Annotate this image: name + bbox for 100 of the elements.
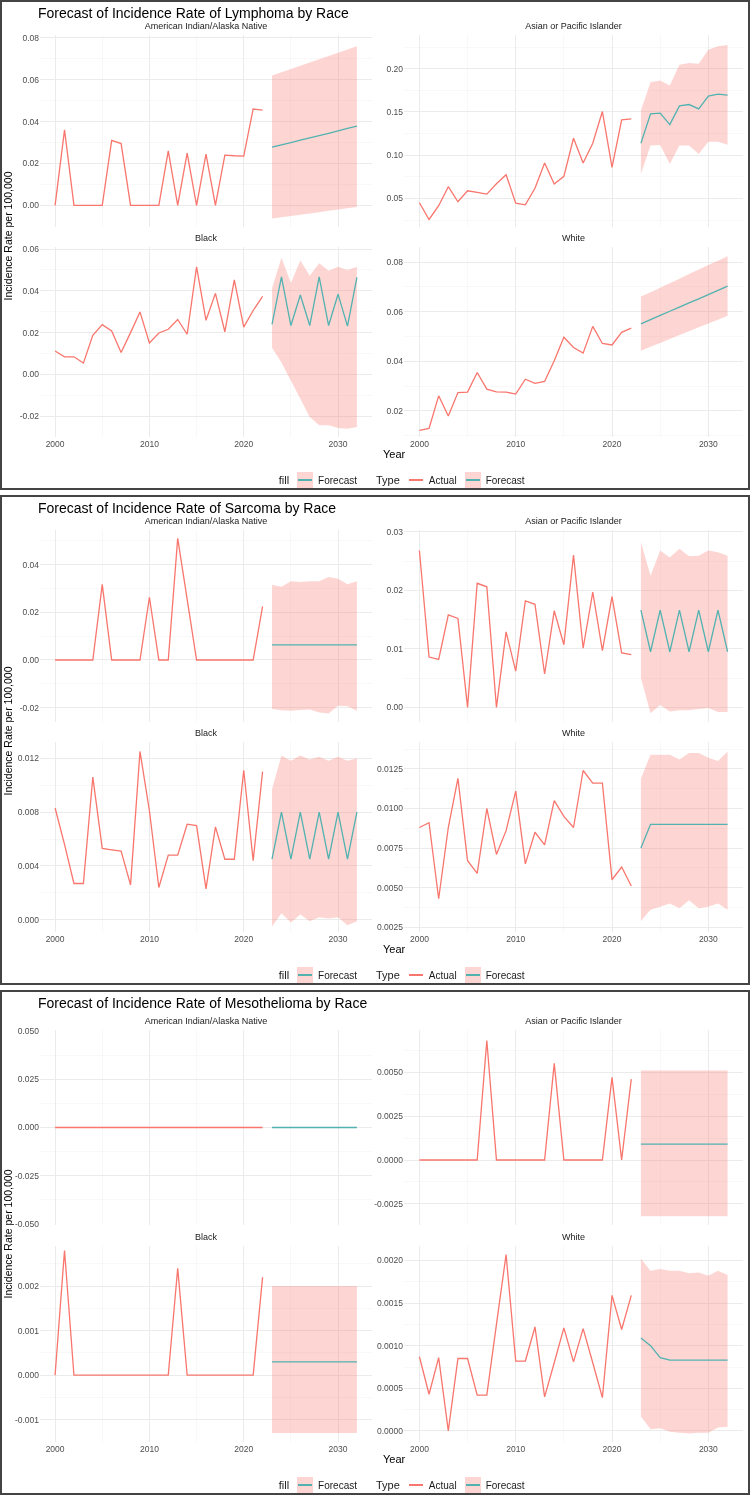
y-tick-label: 0.02 (22, 607, 40, 618)
y-tick-label: 0.04 (22, 116, 40, 127)
y-tick-label: 0.00 (386, 702, 404, 713)
y-tick-label: -0.02 (19, 411, 40, 422)
x-tick-label: 2000 (45, 438, 65, 449)
y-tick-label: -0.001 (14, 1414, 40, 1425)
y-tick-label: 0.10 (386, 150, 404, 161)
chart-subtitle: White (561, 728, 586, 738)
x-tick-label: 2030 (328, 1443, 348, 1454)
x-tick-label: 2010 (139, 438, 160, 449)
y-tick-label: 0.001 (17, 1325, 40, 1336)
line-series (640, 93, 729, 144)
x-axis-title: Year (383, 943, 406, 955)
y-tick-label: 0.0100 (377, 803, 404, 814)
y-tick-label: 0.0000 (377, 1425, 404, 1436)
x-tick-label: 2000 (409, 438, 430, 449)
chart-subtitle: Asian or Pacific Islander (524, 21, 623, 31)
x-tick-label: 2000 (409, 1443, 430, 1454)
legend-label: Forecast (318, 1479, 357, 1491)
legend-title: fill (278, 474, 290, 486)
chart-subtitle: American Indian/Alaska Native (143, 1015, 269, 1026)
y-tick-label: 0.08 (22, 32, 40, 43)
y-tick-label: 0.002 (17, 1281, 40, 1292)
line-series (54, 537, 264, 661)
y-tick-label: 0.02 (386, 585, 404, 596)
legend-title: Type (376, 969, 400, 981)
line-series (418, 325, 632, 431)
line-series (54, 266, 264, 364)
x-tick-label: 2000 (409, 933, 430, 944)
legend-label: Actual (428, 474, 457, 486)
legend-title: Type (376, 1479, 400, 1491)
x-tick-label: 2030 (698, 1443, 719, 1454)
chart-subtitle: Black (194, 1232, 218, 1242)
y-tick-label: -0.0025 (374, 1198, 404, 1209)
y-tick-label: 0.0020 (377, 1255, 404, 1266)
line-series (418, 769, 632, 900)
x-tick-label: 2010 (139, 1443, 160, 1454)
y-tick-label: 0.20 (386, 63, 404, 74)
legend-label: Forecast (485, 969, 525, 981)
chart-subtitle: White (561, 233, 586, 243)
x-tick-label: 2020 (234, 438, 254, 449)
y-tick-label: 0.000 (17, 1370, 40, 1381)
legend-label: Forecast (485, 1479, 525, 1491)
chart-subtitle: American Indian/Alaska Native (143, 516, 269, 526)
x-tick-label: 2020 (234, 933, 254, 944)
y-tick-label: 0.0010 (377, 1340, 404, 1351)
y-tick-label: 0.04 (386, 356, 404, 367)
x-tick-label: 2020 (602, 438, 622, 449)
x-tick-label: 2010 (506, 438, 526, 449)
y-axis-title: Incidence Rate per 100,000 (2, 171, 14, 301)
line-series (54, 750, 264, 890)
y-axis-title: Incidence Rate per 100,000 (2, 1168, 14, 1299)
x-tick-label: 2030 (328, 438, 348, 449)
y-tick-label: 0.15 (386, 106, 404, 117)
legend-label: Forecast (318, 474, 357, 486)
y-tick-label: 0.025 (17, 1073, 40, 1084)
chart-subtitle: Asian or Pacific Islander (524, 1015, 623, 1026)
chart-subtitle: Asian or Pacific Islander (524, 516, 623, 526)
line-series (640, 285, 729, 325)
line-series (418, 549, 632, 709)
x-tick-label: 2030 (698, 438, 719, 449)
x-tick-label: 2000 (45, 1443, 65, 1454)
line-series (54, 1249, 264, 1376)
y-tick-label: 0.0075 (377, 843, 404, 854)
legend-label: Actual (428, 1479, 457, 1491)
y-tick-label: 0.04 (22, 285, 40, 296)
y-tick-label: 0.012 (17, 753, 40, 764)
y-tick-label: 0.02 (386, 405, 404, 416)
y-tick-label: 0.0050 (377, 1066, 404, 1077)
y-tick-label: 0.00 (22, 369, 40, 380)
x-tick-label: 2020 (234, 1443, 254, 1454)
x-tick-label: 2020 (602, 933, 622, 944)
y-tick-label: 0.0050 (377, 882, 404, 893)
legend-label: Forecast (318, 969, 357, 981)
legend-title: Type (376, 474, 400, 486)
x-tick-label: 2010 (506, 933, 526, 944)
x-tick-label: 2030 (328, 933, 348, 944)
line-series (54, 108, 264, 207)
y-tick-label: 0.004 (17, 860, 40, 871)
chart-subtitle: American Indian/Alaska Native (143, 21, 269, 31)
y-tick-label: 0.03 (386, 526, 404, 537)
line-series (640, 1337, 729, 1361)
line-series (418, 1039, 632, 1161)
chart-title: Forecast of Incidence Rate of Lymphoma by Race (38, 5, 349, 21)
x-axis-title: Year (383, 1453, 406, 1465)
y-tick-label: 0.08 (386, 257, 404, 268)
line-series (271, 276, 358, 327)
legend-label: Forecast (485, 474, 525, 486)
y-tick-label: 0.008 (17, 807, 40, 818)
chart-subtitle: Black (194, 233, 218, 243)
y-tick-label: 0.04 (22, 559, 40, 570)
chart-subtitle: Black (194, 728, 218, 738)
line-series (418, 1253, 632, 1432)
y-tick-label: 0.0000 (377, 1154, 404, 1165)
y-tick-label: 0.06 (22, 244, 40, 255)
y-axis-title: Incidence Rate per 100,000 (2, 666, 14, 796)
chart-title: Forecast of Incidence Rate of Mesothelioma by Race (38, 995, 368, 1011)
x-tick-label: 2020 (602, 1443, 622, 1454)
line-series (418, 110, 632, 221)
chart-subtitle: White (561, 1232, 586, 1242)
